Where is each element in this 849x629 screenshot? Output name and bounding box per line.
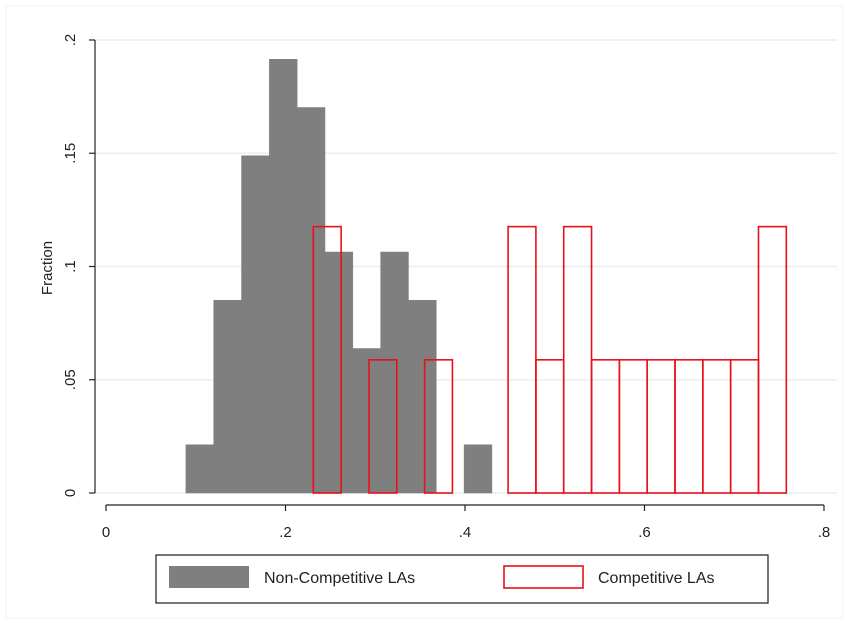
non-competitive-bar [324,251,354,494]
non-competitive-bar [380,251,409,494]
non-competitive-bars [185,59,493,494]
legend-label-competitive: Competitive LAs [598,570,715,587]
non-competitive-bar [408,299,437,494]
y-tick-label: 0 [62,489,79,497]
y-tick-label: .1 [62,260,79,273]
x-tick-label: .8 [818,524,831,541]
non-competitive-bar [352,348,381,494]
competitive-bar [368,359,398,494]
y-tick-label: .15 [62,143,79,164]
y-tick-label: .05 [62,369,79,390]
non-competitive-bar [296,107,326,494]
legend-swatch-competitive [503,565,584,589]
legend-box [155,554,769,604]
non-competitive-bar [213,299,242,494]
non-competitive-bar [185,444,214,494]
competitive-bar [312,225,342,494]
non-competitive-bar [463,444,493,494]
non-competitive-bar [241,155,270,494]
legend-label-non-competitive: Non-Competitive LAs [264,570,415,587]
x-tick-label: 0 [102,524,110,541]
legend: Non-Competitive LAs Competitive LAs [155,554,769,604]
axes-layer: 0 .05 .1 .15 .2 0 .2 .4 .6 .8 [62,34,830,541]
non-competitive-bar [269,59,298,494]
x-tick-label: .2 [279,524,292,541]
legend-swatch-non-competitive [169,566,249,588]
y-tick-label: .2 [62,34,79,47]
plot-area [95,24,837,496]
y-axis-title: Fraction [39,241,56,295]
x-tick-label: .6 [638,524,651,541]
competitive-bar [757,225,788,494]
competitive-bar [423,359,454,494]
x-tick-label: .4 [459,524,472,541]
competitive-bars [312,225,788,494]
